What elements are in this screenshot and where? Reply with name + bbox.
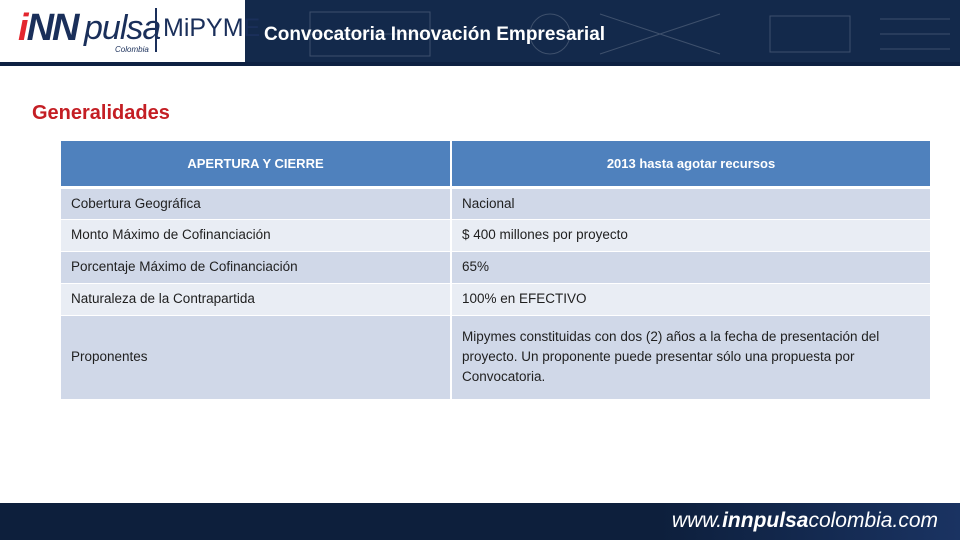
footer-bar: www.innpulsacolombia.com — [0, 503, 960, 540]
table-header-cell: 2013 hasta agotar recursos — [451, 141, 930, 189]
innpulsa-mipyme-logo: iNN pulsa Colombia MiPYME — [0, 0, 260, 66]
logo-pulsa-text: pulsa — [84, 9, 161, 47]
table-cell-label: Cobertura Geográfica — [61, 187, 452, 220]
footer-url-prefix: www. — [671, 509, 723, 532]
page-title: Convocatoria Innovación Empresarial — [264, 24, 606, 45]
logo-inn-text: iNN — [18, 7, 79, 49]
table-header-cell: APERTURA Y CIERRE — [61, 141, 452, 189]
table-row: Monto Máximo de Cofinanciación $ 400 mil… — [61, 219, 930, 252]
table-cell-value: 100% en EFECTIVO — [451, 283, 930, 316]
table-cell-value: Nacional — [451, 187, 930, 220]
header-background-sketch — [309, 11, 950, 57]
table-cell-label: Porcentaje Máximo de Cofinanciación — [61, 251, 452, 284]
table-cell-value: 65% — [451, 251, 930, 284]
footer-url-suffix: colombia.com — [808, 509, 938, 532]
logo-divider — [155, 8, 157, 52]
table-row: Naturaleza de la Contrapartida 100% en E… — [61, 283, 930, 316]
table-cell-label: Monto Máximo de Cofinanciación — [61, 219, 452, 252]
table-cell-value: Mipymes constituidas con dos (2) años a … — [451, 315, 930, 400]
logo-mipyme-text: MiPYME — [163, 14, 261, 42]
table-cell-label: Proponentes — [61, 315, 452, 400]
table-row: Cobertura Geográfica Nacional — [61, 187, 930, 220]
footer-accent — [660, 503, 960, 540]
table-cell-label: Naturaleza de la Contrapartida — [61, 283, 452, 316]
footer-website-link[interactable]: www.innpulsacolombia.com — [672, 509, 938, 533]
table-row: Proponentes Mipymes constituidas con dos… — [61, 315, 930, 400]
footer-url-brand: innpulsa — [722, 509, 809, 532]
table-header-row: APERTURA Y CIERRE 2013 hasta agotar recu… — [61, 141, 930, 189]
generalidades-table: APERTURA Y CIERRE 2013 hasta agotar recu… — [61, 141, 930, 400]
table-cell-value: $ 400 millones por proyecto — [451, 219, 930, 252]
table-row: Porcentaje Máximo de Cofinanciación 65% — [61, 251, 930, 284]
header-bar: iNN pulsa Colombia MiPYME Convocatoria I… — [0, 0, 960, 66]
section-title: Generalidades — [32, 102, 170, 124]
logo-colombia-text: Colombia — [115, 45, 149, 54]
